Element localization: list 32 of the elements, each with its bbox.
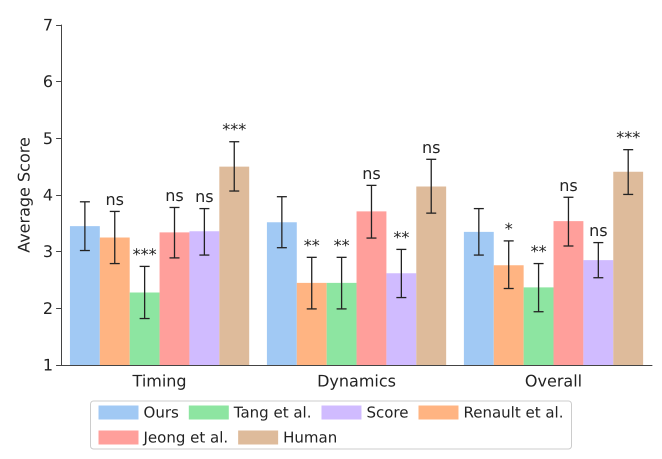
data-label: ***: [616, 128, 640, 148]
x-tick-label: Overall: [524, 372, 582, 390]
legend-label: Human: [283, 428, 338, 446]
data-label: ***: [222, 120, 246, 140]
data-label: **: [393, 228, 410, 247]
data-label: **: [530, 242, 547, 262]
legend-label: Score: [366, 404, 408, 422]
legend-label: Jeong et al.: [142, 428, 228, 446]
data-label: ns: [106, 190, 124, 209]
data-label: ns: [362, 164, 381, 183]
data-label: ns: [589, 221, 608, 240]
data-label: *: [504, 219, 513, 238]
data-label: **: [334, 236, 350, 255]
legend-label: Ours: [144, 404, 179, 422]
y-tick-label: 6: [42, 72, 54, 92]
legend-label: Tang et al.: [232, 404, 312, 422]
data-label: ns: [422, 138, 440, 157]
y-tick-label: 5: [42, 128, 54, 148]
data-label: ns: [195, 187, 214, 206]
data-label: ns: [559, 176, 578, 195]
data-label: **: [304, 236, 320, 255]
x-tick-label: Timing: [132, 372, 187, 390]
y-tick-label: 1: [42, 356, 54, 374]
data-label: ***: [132, 244, 157, 264]
x-tick-label: Dynamics: [317, 372, 396, 390]
data-label: ns: [165, 186, 184, 205]
legend-label: Renault et al.: [463, 404, 564, 422]
y-tick-label: 2: [42, 298, 54, 318]
y-tick-label: 7: [42, 16, 54, 34]
y-tick-label: 3: [42, 242, 54, 262]
y-axis-title: Average Score: [14, 137, 34, 253]
y-tick-label: 4: [42, 186, 54, 204]
